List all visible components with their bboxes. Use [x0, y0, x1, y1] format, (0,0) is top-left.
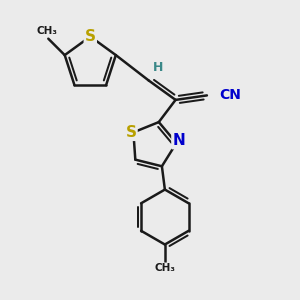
Text: CN: CN — [220, 88, 241, 102]
Text: S: S — [125, 125, 136, 140]
Text: S: S — [85, 29, 96, 44]
Text: CH₃: CH₃ — [154, 263, 176, 273]
Text: N: N — [172, 133, 185, 148]
Text: CH₃: CH₃ — [36, 26, 57, 36]
Text: H: H — [152, 61, 163, 74]
